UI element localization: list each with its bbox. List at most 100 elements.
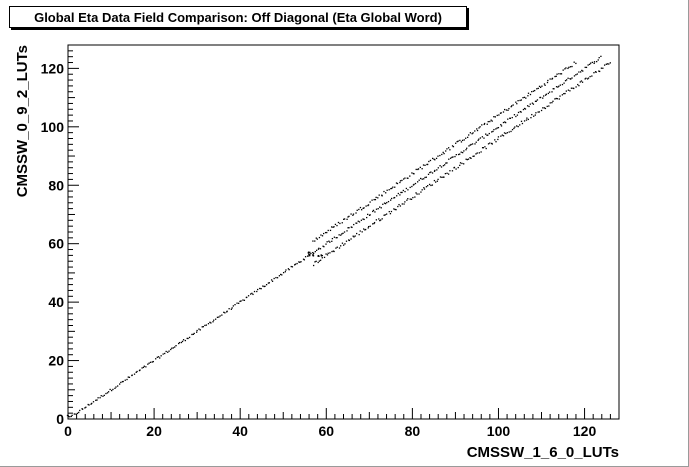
data-point	[162, 353, 164, 355]
data-point	[379, 219, 382, 221]
data-point	[572, 87, 574, 89]
data-point	[312, 251, 314, 254]
data-point	[595, 71, 597, 73]
data-point	[483, 123, 485, 126]
data-point	[401, 203, 403, 205]
data-point	[124, 379, 126, 381]
data-point	[470, 143, 472, 146]
data-point	[591, 75, 593, 77]
data-point	[336, 246, 338, 248]
data-point	[246, 296, 248, 299]
data-point	[513, 114, 516, 116]
data-point	[581, 69, 583, 72]
x-axis-title: CMSSW_1_6_0_LUTs	[467, 444, 619, 461]
data-point	[494, 139, 496, 141]
data-point	[506, 132, 508, 134]
data-point	[399, 181, 401, 184]
data-point	[469, 144, 471, 146]
data-point	[530, 117, 532, 119]
axes: 0 20 40 60 80 100 120 0 20 40 60 80 100 120	[41, 44, 620, 439]
data-point	[390, 199, 392, 201]
data-point	[318, 260, 321, 262]
data-point	[386, 201, 388, 204]
data-point	[302, 258, 305, 260]
data-point	[520, 111, 522, 113]
data-point	[453, 166, 456, 169]
data-point	[508, 107, 510, 110]
data-point	[523, 96, 526, 99]
data-point	[374, 198, 377, 201]
data-point	[324, 231, 327, 234]
data-point	[354, 235, 356, 237]
data-point	[228, 308, 230, 310]
data-point	[588, 63, 591, 66]
data-point	[487, 134, 489, 136]
data-point	[120, 381, 122, 384]
data-point	[543, 83, 546, 85]
data-point	[390, 187, 392, 190]
data-point	[551, 77, 554, 80]
data-point	[443, 164, 446, 166]
data-point	[444, 172, 447, 175]
data-point	[424, 176, 426, 179]
data-point	[389, 213, 392, 215]
data-point	[186, 337, 188, 340]
data-point	[463, 163, 465, 165]
data-point	[172, 347, 174, 349]
data-point	[561, 94, 563, 96]
data-point	[219, 315, 221, 317]
data-point	[522, 108, 525, 111]
data-point	[238, 302, 240, 304]
data-point	[537, 87, 539, 90]
data-point	[131, 374, 133, 376]
data-point	[552, 100, 554, 102]
data-point	[180, 341, 183, 344]
data-point	[431, 172, 434, 174]
data-point	[443, 176, 445, 178]
data-point	[497, 138, 499, 141]
data-point	[609, 62, 611, 64]
data-point	[436, 180, 439, 182]
data-point	[465, 137, 467, 139]
y-tick-label: 120	[41, 60, 65, 76]
data-point	[312, 264, 315, 267]
data-point	[156, 356, 158, 358]
data-point	[136, 370, 138, 373]
data-point	[527, 118, 529, 121]
data-point	[431, 184, 434, 186]
data-point	[361, 209, 363, 211]
data-point	[216, 316, 219, 318]
data-point	[543, 107, 546, 109]
data-point	[471, 133, 473, 135]
data-point	[466, 158, 468, 161]
data-point	[355, 212, 357, 214]
data-point	[333, 226, 335, 228]
data-point	[489, 120, 491, 123]
data-point	[584, 78, 586, 80]
data-point	[511, 128, 514, 131]
data-point	[250, 293, 252, 295]
data-point	[347, 227, 349, 229]
data-point	[495, 128, 497, 130]
data-point	[378, 218, 380, 220]
data-point	[504, 121, 507, 124]
data-point	[350, 238, 352, 240]
data-point	[533, 115, 535, 117]
data-point	[578, 85, 580, 87]
data-point	[359, 230, 361, 232]
data-point	[523, 107, 526, 110]
data-point	[492, 130, 494, 133]
data-point	[465, 158, 467, 160]
data-point	[497, 136, 500, 138]
data-point	[597, 59, 599, 61]
data-point	[353, 223, 355, 226]
data-point	[529, 103, 531, 105]
data-point	[106, 392, 109, 394]
data-point	[552, 88, 554, 90]
data-point	[85, 406, 87, 408]
data-point	[433, 158, 435, 160]
data-point	[540, 109, 543, 112]
data-point	[100, 395, 102, 397]
data-point	[491, 120, 493, 122]
data-point	[527, 92, 530, 94]
